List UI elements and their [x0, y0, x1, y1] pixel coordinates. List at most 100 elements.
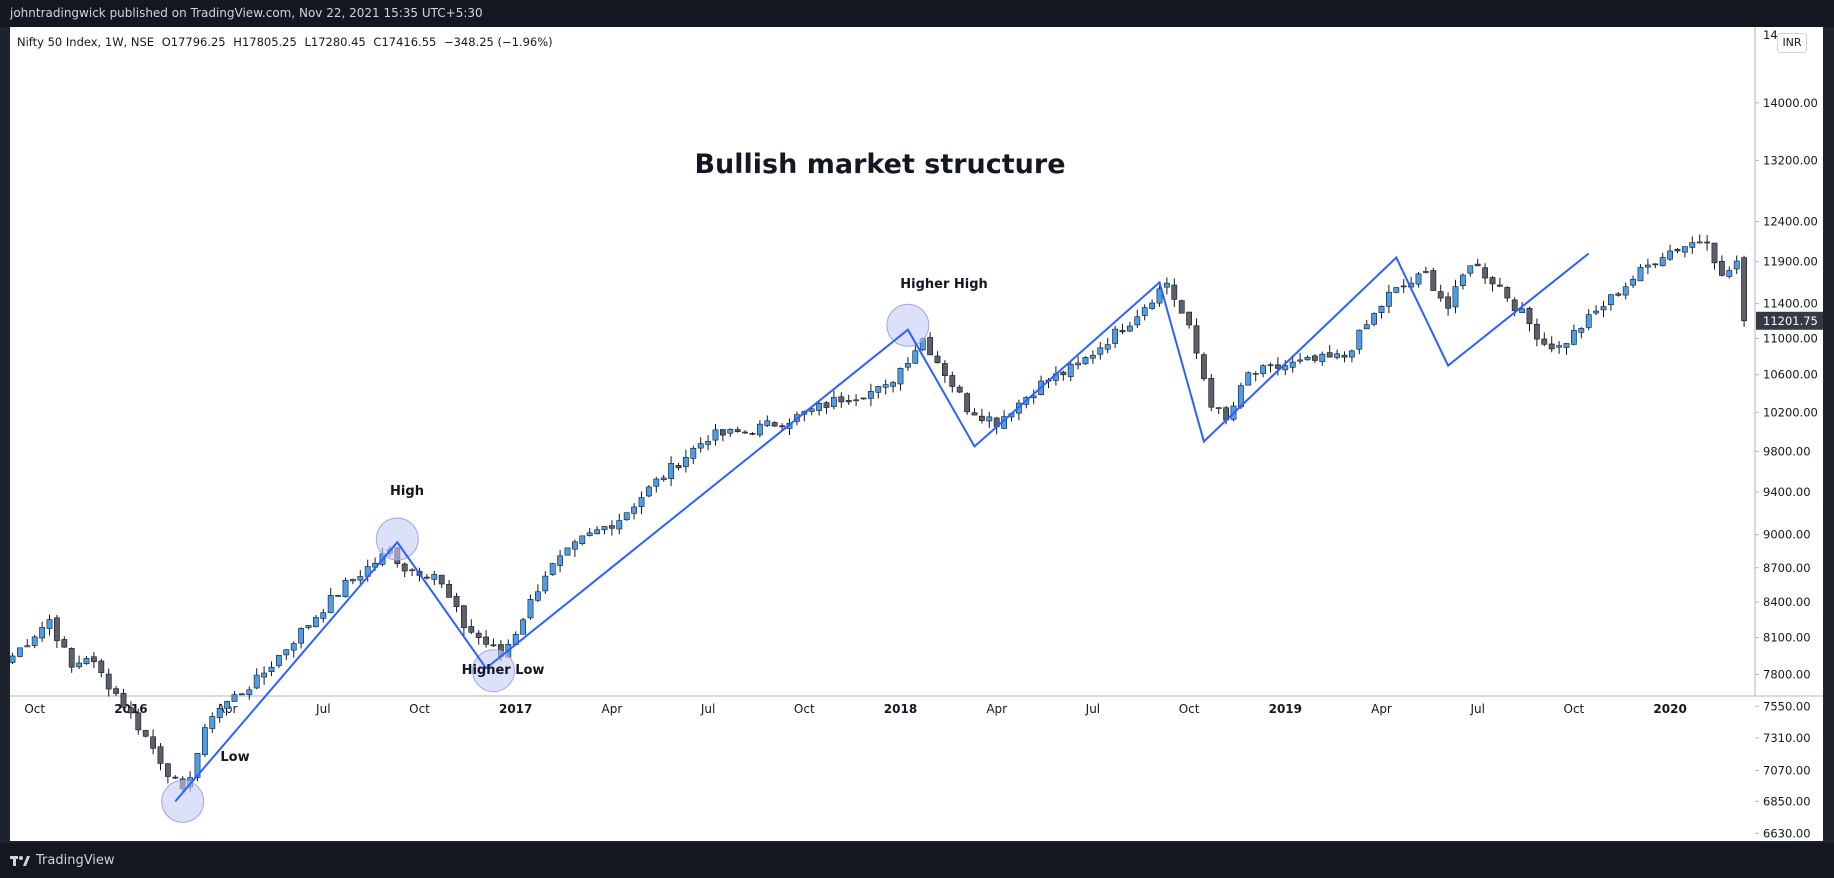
candle-up: [298, 628, 304, 644]
candle-down: [53, 617, 60, 641]
candle-up: [571, 541, 578, 550]
candle-down: [675, 465, 682, 469]
candle-up: [261, 672, 267, 678]
candle-down: [1201, 354, 1207, 380]
candle-up: [1245, 372, 1252, 386]
candle-up: [305, 625, 312, 628]
candle-up: [31, 636, 38, 646]
candle-down: [1060, 371, 1067, 376]
candle-up: [890, 382, 896, 387]
price-tick-label: 9800.00: [1763, 444, 1811, 458]
candle-up: [1267, 364, 1274, 367]
candle-up: [1393, 287, 1400, 293]
candle-down: [91, 656, 97, 663]
candle-up: [1252, 373, 1259, 375]
candle-up: [549, 563, 556, 576]
candle-up: [312, 617, 319, 628]
legend-open: O17796.25: [161, 35, 226, 49]
candle-up: [623, 512, 630, 521]
candle-up: [579, 535, 586, 545]
candle-down: [1400, 285, 1407, 288]
candle-up: [712, 429, 719, 441]
candle-down: [934, 355, 941, 364]
candle-up: [1156, 288, 1163, 304]
candle-down: [490, 644, 497, 647]
candle-up: [660, 477, 667, 480]
candlestick-chart[interactable]: 6630.00 6850.00 7070.00 7310.00 7550.00 7800.…: [10, 27, 1823, 841]
footer-brand: TradingView: [36, 853, 115, 868]
candle-down: [1445, 296, 1451, 309]
candle-down: [608, 525, 615, 529]
price-tick-label: 9000.00: [1763, 528, 1811, 542]
candle-up: [1097, 347, 1104, 355]
price-tick-label: 11000.00: [1763, 332, 1818, 346]
time-tick-label: Oct: [1564, 702, 1585, 716]
publisher-text: johntradingwick published on TradingView…: [10, 6, 483, 20]
candle-down: [1341, 354, 1348, 358]
currency-button[interactable]: INR: [1777, 33, 1807, 53]
candle-down: [1526, 307, 1533, 324]
candle-down: [1208, 378, 1215, 408]
candle-up: [1363, 324, 1370, 330]
candle-down: [61, 639, 68, 648]
candle-down: [949, 375, 956, 387]
candle-up: [268, 666, 275, 672]
candle-down: [438, 574, 445, 585]
candle-up: [1659, 257, 1666, 267]
candle-up: [1141, 307, 1148, 316]
candle-up: [1556, 345, 1562, 348]
chart-title-annotation: Bullish market structure: [694, 149, 1066, 180]
candle-up: [1571, 330, 1577, 345]
candle-up: [1460, 274, 1466, 286]
candle-up: [631, 506, 637, 514]
candle-down: [68, 648, 75, 668]
chart-panel[interactable]: 6630.00 6850.00 7070.00 7310.00 7550.00 7800.…: [10, 27, 1823, 841]
annotation-low: Low: [220, 750, 250, 765]
price-tick-label-top: 14: [1763, 28, 1778, 42]
candle-up: [253, 674, 260, 689]
candle-down: [135, 712, 142, 731]
candle-up: [1578, 328, 1585, 333]
candle-down: [1511, 299, 1518, 312]
candle-up: [1319, 353, 1326, 362]
candle-down: [964, 393, 970, 413]
candle-down: [1652, 263, 1659, 266]
candle-up: [83, 658, 90, 664]
time-tick-label: Apr: [602, 702, 623, 716]
candle-up: [409, 569, 415, 572]
candle-up: [1297, 359, 1303, 362]
candle-up: [520, 619, 526, 635]
candle-down: [749, 433, 756, 435]
symbol-legend: Nifty 50 Index, 1W, NSE O17796.25 H17805…: [17, 35, 557, 49]
candle-down: [719, 429, 726, 436]
candle-down: [1275, 364, 1281, 369]
candle-down: [823, 402, 830, 408]
candle-up: [1645, 264, 1651, 268]
candle-up: [1289, 361, 1296, 368]
candle-down: [978, 415, 985, 421]
price-tick-label: 7550.00: [1763, 699, 1811, 713]
candle-up: [10, 655, 16, 663]
highlight-circle: [375, 517, 419, 561]
candle-down: [860, 397, 867, 400]
candle-up: [1563, 343, 1570, 348]
candle-up: [1682, 246, 1688, 253]
candle-up: [527, 599, 534, 619]
last-price-label: 11201.75: [1763, 314, 1818, 328]
candle-up: [1423, 271, 1429, 273]
candle-up: [1593, 310, 1599, 314]
candle-up: [697, 443, 704, 449]
time-tick-label: Apr: [1371, 702, 1392, 716]
price-tick-label: 12400.00: [1763, 214, 1818, 228]
candle-up: [239, 693, 245, 696]
candle-up: [594, 529, 600, 535]
candle-up: [1726, 270, 1733, 277]
candle-down: [1548, 343, 1555, 350]
candle-down: [150, 736, 156, 749]
candle-down: [128, 707, 134, 714]
candle-up: [1304, 357, 1311, 361]
candle-down: [120, 692, 127, 708]
candle-up: [1467, 265, 1474, 274]
time-tick-label: Jul: [700, 702, 715, 716]
highlight-circle: [886, 303, 930, 347]
